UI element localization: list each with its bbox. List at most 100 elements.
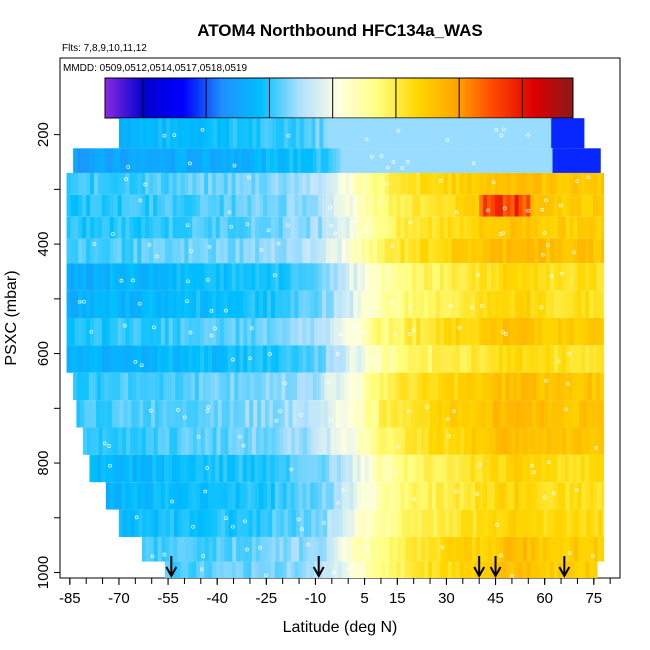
- heatmap-cell: [561, 290, 567, 318]
- heatmap-cell: [210, 148, 215, 173]
- heatmap-cell: [477, 148, 483, 173]
- heatmap-cell: [247, 318, 252, 346]
- heatmap-cell: [407, 454, 413, 483]
- heatmap-cell: [412, 345, 417, 373]
- heatmap-cell: [333, 482, 339, 510]
- heatmap-cell: [506, 194, 512, 217]
- heatmap-cell: [211, 345, 217, 373]
- heatmap-cell: [424, 482, 429, 510]
- heatmap-cell: [528, 372, 534, 401]
- heatmap-cell: [208, 536, 214, 562]
- heatmap-cell: [549, 194, 555, 217]
- heatmap-cell: [369, 345, 374, 373]
- heatmap-cell: [109, 238, 115, 264]
- heatmap-cell: [320, 148, 326, 173]
- heatmap-cell: [420, 536, 426, 562]
- heatmap-cell: [263, 427, 269, 455]
- heatmap-cell: [354, 427, 359, 455]
- heatmap-cell: [490, 194, 496, 217]
- heatmap-cell: [576, 148, 581, 173]
- heatmap-cell: [255, 263, 260, 291]
- sample-dot: [278, 409, 282, 413]
- heatmap-cell: [223, 238, 229, 264]
- heatmap-cell: [109, 345, 115, 373]
- heatmap-cell: [173, 536, 178, 562]
- heatmap-cell: [537, 454, 542, 483]
- heatmap-cell: [560, 148, 565, 173]
- sample-dot: [189, 249, 193, 253]
- heatmap-cell: [538, 482, 543, 510]
- heatmap-cell: [78, 216, 83, 239]
- heatmap-cell: [297, 372, 302, 401]
- heatmap-cell: [208, 318, 213, 346]
- heatmap-cell: [162, 118, 167, 149]
- heatmap-cell: [587, 400, 592, 428]
- sample-dot: [532, 470, 537, 475]
- sample-dot: [326, 380, 331, 385]
- heatmap-cell: [510, 561, 515, 578]
- heatmap-cell: [602, 509, 605, 537]
- heatmap-cell: [330, 536, 335, 562]
- heatmap-cell: [459, 194, 464, 217]
- heatmap-cell: [403, 454, 409, 483]
- heatmap-cell: [467, 172, 472, 195]
- heatmap-cell: [601, 345, 605, 373]
- heatmap-cell: [335, 400, 341, 428]
- sample-dot: [133, 359, 138, 364]
- heatmap-cell: [394, 509, 399, 537]
- heatmap-cell: [335, 118, 340, 149]
- heatmap-cell: [117, 318, 122, 346]
- heatmap-cell: [366, 509, 371, 537]
- heatmap-cell: [536, 400, 541, 428]
- heatmap-cell: [211, 454, 216, 483]
- heatmap-cell: [187, 454, 193, 483]
- sample-dot: [544, 198, 548, 203]
- heatmap-cell: [401, 427, 406, 455]
- heatmap-cell: [183, 148, 188, 173]
- heatmap-cell: [169, 427, 174, 455]
- heatmap-cell: [243, 561, 248, 578]
- heatmap-cell: [202, 372, 208, 401]
- heatmap-cell: [220, 427, 225, 455]
- heatmap-cell: [193, 118, 198, 149]
- sample-dot: [338, 332, 343, 337]
- heatmap-cell: [589, 172, 594, 195]
- heatmap-cell: [160, 194, 166, 217]
- heatmap-cell: [177, 509, 183, 537]
- heatmap-cell: [408, 172, 413, 195]
- heatmap-cell: [564, 454, 570, 483]
- heatmap-cell: [292, 400, 297, 428]
- heatmap-cell: [113, 345, 119, 373]
- heatmap-cell: [428, 194, 433, 217]
- heatmap-cell: [582, 509, 587, 537]
- heatmap-cell: [223, 561, 229, 578]
- heatmap-cell: [434, 372, 439, 401]
- heatmap-cell: [304, 400, 309, 428]
- heatmap-cell: [494, 172, 500, 195]
- heatmap-cell: [526, 216, 531, 239]
- heatmap-cell: [181, 118, 187, 149]
- heatmap-cell: [184, 194, 189, 217]
- heatmap-cell: [294, 318, 299, 346]
- heatmap-cell: [225, 400, 231, 428]
- heatmap-cell: [471, 482, 476, 510]
- sample-dot: [503, 332, 508, 336]
- heatmap-cell: [538, 216, 543, 239]
- heatmap-cell: [129, 238, 134, 264]
- heatmap-cell: [278, 216, 284, 239]
- heatmap-cell: [388, 263, 394, 291]
- heatmap-cell: [155, 148, 160, 173]
- heatmap-cell: [290, 345, 295, 373]
- heatmap-cell: [329, 482, 335, 510]
- heatmap-cell: [443, 454, 448, 483]
- heatmap-cell: [154, 400, 160, 428]
- heatmap-cell: [513, 148, 518, 173]
- heatmap-cell: [514, 290, 519, 318]
- heatmap-cell: [106, 427, 111, 455]
- heatmap-cell: [271, 427, 276, 455]
- heatmap-cell: [371, 400, 376, 428]
- heatmap-cell: [476, 118, 481, 149]
- heatmap-cell: [475, 290, 480, 318]
- heatmap-cell: [373, 290, 378, 318]
- heatmap-cell: [298, 238, 303, 264]
